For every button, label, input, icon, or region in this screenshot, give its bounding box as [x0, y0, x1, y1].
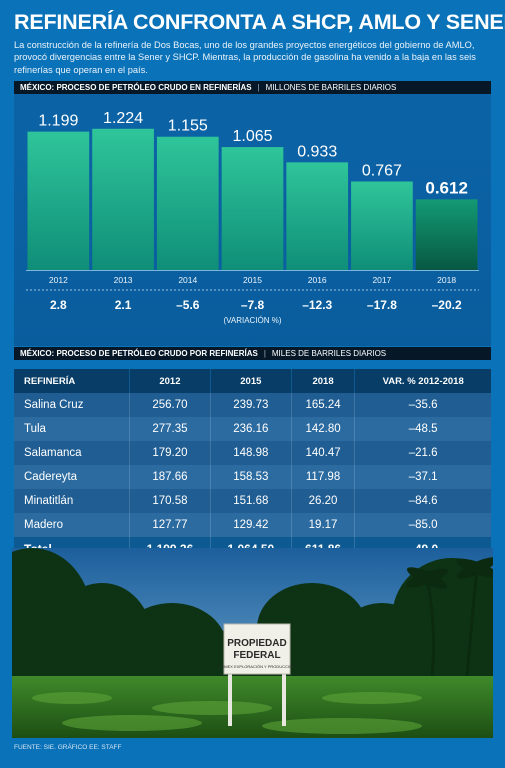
- tree-line: [12, 548, 493, 693]
- bar-chart-panel: 1.199 2012 2.8 1.224 2013 2.1 1.155 2014 –5.6 1.0…: [14, 94, 491, 346]
- sign-text-line3: PEMEX EXPLORACIÓN Y PRODUCCIÓN: [219, 664, 295, 669]
- table-row: Salina Cruz 256.70 239.73 165.24 –35.6: [14, 393, 491, 417]
- federal-property-sign: PROPIEDAD FEDERAL PEMEX EXPLORACIÓN Y PR…: [219, 623, 295, 726]
- palm-trees: [425, 567, 479, 679]
- bar-2014: [156, 136, 219, 270]
- variation-caption: (VARIACIÓN %): [223, 316, 282, 325]
- variation-2014: –5.6: [176, 298, 200, 312]
- table-section-unit: MILES DE BARRILES DIARIOS: [271, 349, 387, 358]
- column-header-2015: 2015: [210, 369, 292, 393]
- variation-value: –21.6: [408, 447, 438, 459]
- variation-2015: –7.8: [241, 298, 265, 312]
- x-tick-label-2012: 2012: [49, 275, 68, 285]
- value-label-2012: 1.199: [38, 113, 78, 130]
- column-header-variation: VAR. % 2012-2018: [354, 369, 491, 393]
- table-body: Salina Cruz 256.70 239.73 165.24 –35.6 Tula 27…: [14, 393, 491, 561]
- bar-2017: [351, 181, 413, 270]
- variation-value: –84.6: [408, 495, 438, 507]
- value-2018: 117.98: [291, 465, 356, 489]
- table-row: Tula 277.35 236.16 142.80 –48.5: [14, 417, 491, 441]
- value-2018: 165.24: [291, 393, 356, 417]
- refinery-name: Minatitlán: [14, 489, 130, 513]
- chart-section-header: MÉXICO: PROCESO DE PETRÓLEO CRUDO EN REF…: [14, 81, 491, 94]
- refinery-name: Cadereyta: [14, 465, 130, 489]
- bar-2013: [92, 128, 154, 270]
- value-2015: 239.73: [210, 393, 292, 417]
- value-2018: 26.20: [291, 489, 356, 513]
- bar-chart: 1.199 2012 2.8 1.224 2013 2.1 1.155 2014 –5.6 1.0…: [26, 110, 479, 312]
- grass-texture: [32, 692, 422, 734]
- table-row: Cadereyta 187.66 158.53 117.98 –37.1: [14, 465, 491, 489]
- value-2012: 127.77: [129, 513, 211, 537]
- table-header-row: REFINERÍA 2012 2015 2018 VAR. % 2012-201…: [14, 369, 491, 393]
- variation-2017: –17.8: [367, 298, 397, 312]
- value-2012: 170.58: [129, 489, 211, 513]
- page-title: REFINERÍA CONFRONTA A SHCP, AMLO Y SENER: [14, 10, 505, 34]
- variation-value: –48.5: [408, 423, 438, 435]
- photo-illustration: PROPIEDAD FEDERAL PEMEX EXPLORACIÓN Y PR…: [12, 548, 493, 738]
- chart-section-title: MÉXICO: PROCESO DE PETRÓLEO CRUDO EN REF…: [20, 83, 252, 92]
- value-2015: 151.68: [210, 489, 292, 513]
- table-section-separator: |: [263, 349, 266, 358]
- table-row: Salamanca 179.20 148.98 140.47 –21.6: [14, 441, 491, 465]
- chart-section-unit: MILLONES DE BARRILES DIARIOS: [265, 83, 397, 92]
- x-tick-label-2015: 2015: [243, 275, 262, 285]
- value-2018: 142.80: [291, 417, 356, 441]
- sign-text-line2: FEDERAL: [233, 650, 280, 661]
- value-2018: 140.47: [291, 441, 356, 465]
- table-row: Minatitlán 170.58 151.68 26.20 –84.6: [14, 489, 491, 513]
- variation-2016: –12.3: [302, 298, 332, 312]
- variation-2012: 2.8: [50, 298, 67, 312]
- variation-value: –35.6: [408, 399, 438, 411]
- refinery-name: Madero: [14, 513, 130, 537]
- refinery-name: Tula: [14, 417, 130, 441]
- x-tick-label-2017: 2017: [372, 275, 391, 285]
- column-header-2012: 2012: [129, 369, 211, 393]
- bar-2015: [221, 147, 284, 270]
- x-tick-label-2014: 2014: [178, 275, 197, 285]
- refinery-table: REFINERÍA 2012 2015 2018 VAR. % 2012-201…: [14, 369, 491, 561]
- palm-fronds: [406, 557, 493, 589]
- table-row: Madero 127.77 129.42 19.17 –85.0: [14, 513, 491, 537]
- value-2015: 129.42: [210, 513, 292, 537]
- value-2012: 187.66: [129, 465, 211, 489]
- x-tick-label-2013: 2013: [114, 275, 133, 285]
- value-label-2018: 0.612: [425, 178, 468, 197]
- column-header-2018: 2018: [291, 369, 356, 393]
- column-header-refinery: REFINERÍA: [14, 369, 130, 393]
- value-label-2017: 0.767: [362, 163, 402, 180]
- value-2012: 256.70: [129, 393, 211, 417]
- chart-section-separator: |: [257, 83, 260, 92]
- variation-2013: 2.1: [115, 298, 132, 312]
- value-2012: 277.35: [129, 417, 211, 441]
- variation-value: –85.0: [408, 519, 438, 531]
- value-label-2015: 1.065: [232, 128, 272, 145]
- bar-2012: [27, 131, 90, 270]
- table-section-header: MÉXICO: PROCESO DE PETRÓLEO CRUDO POR RE…: [14, 347, 491, 360]
- x-tick-label-2018: 2018: [437, 275, 456, 285]
- variation-2018: –20.2: [432, 298, 462, 312]
- table-section-title: MÉXICO: PROCESO DE PETRÓLEO CRUDO POR RE…: [20, 349, 258, 358]
- page-subtitle: La construcción de la refinería de Dos B…: [14, 40, 476, 75]
- value-2018: 19.17: [291, 513, 356, 537]
- value-2015: 236.16: [210, 417, 292, 441]
- variation-value: –37.1: [408, 471, 438, 483]
- refinery-name: Salina Cruz: [14, 393, 130, 417]
- bar-2016: [286, 162, 349, 270]
- value-2015: 148.98: [210, 441, 292, 465]
- value-label-2013: 1.224: [103, 110, 143, 127]
- refinery-name: Salamanca: [14, 441, 130, 465]
- value-2012: 179.20: [129, 441, 211, 465]
- value-2015: 158.53: [210, 465, 292, 489]
- sign-text-line1: PROPIEDAD: [227, 638, 286, 649]
- value-label-2014: 1.155: [168, 118, 208, 135]
- bar-2018: [415, 199, 478, 270]
- value-label-2016: 0.933: [297, 143, 337, 160]
- x-tick-label-2016: 2016: [308, 275, 327, 285]
- refinery-photo: PROPIEDAD FEDERAL PEMEX EXPLORACIÓN Y PR…: [12, 548, 493, 738]
- source-credit: FUENTE: SIE. GRÁFICO EE: STAFF: [14, 744, 122, 751]
